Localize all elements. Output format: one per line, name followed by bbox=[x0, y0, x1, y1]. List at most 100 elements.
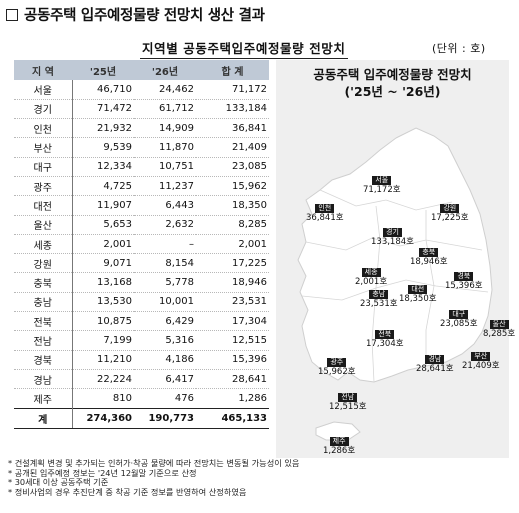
footnote-line: * 30세대 이상 공동주택 기준 bbox=[8, 477, 109, 488]
cell-2026: 5,316 bbox=[134, 330, 196, 351]
map-label-value: 8,285호 bbox=[483, 328, 516, 339]
map-label-name: 세종 bbox=[361, 268, 381, 277]
checkbox-square-icon bbox=[6, 8, 18, 21]
cell-region: 세종 bbox=[14, 234, 73, 255]
cell-2026: 61,712 bbox=[134, 99, 196, 120]
table-row: 인천 21,932 14,909 36,841 bbox=[14, 118, 269, 139]
footnote-line: * 정비사업의 경우 추진단계 중 착공 기준 정보를 반영하여 산정하였음 bbox=[8, 486, 247, 497]
cell-2026: 11,870 bbox=[134, 137, 196, 158]
cell-2025: 12,334 bbox=[72, 157, 134, 177]
cell-2026: 6,443 bbox=[134, 195, 196, 216]
korea-region-border-3 bbox=[301, 279, 489, 301]
cell-total: 1,286 bbox=[196, 388, 269, 409]
table-row: 서울 46,710 24,462 71,172 bbox=[14, 80, 269, 100]
map-label-daejeon: 대전 18,350호 bbox=[399, 285, 437, 304]
total-sum: 465,133 bbox=[196, 407, 269, 429]
korea-region-border-2 bbox=[305, 237, 483, 251]
cell-region: 전남 bbox=[14, 330, 73, 351]
cell-2026: 6,429 bbox=[134, 311, 196, 332]
table-row: 경기 71,472 61,712 133,184 bbox=[14, 99, 269, 120]
table-row: 울산 5,653 2,632 8,285 bbox=[14, 215, 269, 235]
header-total: 합 계 bbox=[196, 60, 269, 80]
cell-region: 서울 bbox=[14, 80, 73, 100]
korea-mainland-shape bbox=[297, 127, 493, 383]
map-label-name: 경남 bbox=[425, 355, 445, 364]
korea-region-border-4 bbox=[371, 205, 381, 383]
table-row: 강원 9,071 8,154 17,225 bbox=[14, 253, 269, 274]
map-label-name: 대전 bbox=[408, 285, 428, 294]
table-row: 충북 13,168 5,778 18,946 bbox=[14, 272, 269, 293]
map-label-gwangju: 광주 15,962호 bbox=[318, 358, 356, 377]
table-row: 광주 4,725 11,237 15,962 bbox=[14, 176, 269, 197]
map-label-gyeongbuk: 경북 15,396호 bbox=[445, 272, 483, 291]
table-row: 세종 2,001–2,001 bbox=[14, 234, 269, 255]
cell-2025: 9,539 bbox=[72, 137, 134, 158]
table-row: 제주 810 476 1,286 bbox=[14, 388, 269, 409]
map-label-name: 강원 bbox=[440, 204, 460, 213]
cell-region: 대전 bbox=[14, 195, 73, 216]
cell-2026: 5,778 bbox=[134, 272, 196, 293]
cell-2026: 2,632 bbox=[134, 215, 196, 235]
cell-2025: 22,224 bbox=[72, 369, 134, 390]
map-label-name: 충남 bbox=[369, 290, 389, 299]
map-label-name: 광주 bbox=[327, 358, 347, 367]
cell-2025: 13,168 bbox=[72, 272, 134, 293]
map-label-value: 133,184호 bbox=[371, 236, 414, 247]
cell-region: 부산 bbox=[14, 137, 73, 158]
table-row: 경북 11,210 4,186 15,396 bbox=[14, 350, 269, 370]
cell-total: 71,172 bbox=[196, 80, 269, 100]
map-label-jeonnam: 전남 12,515호 bbox=[329, 393, 367, 412]
cell-2026: 8,154 bbox=[134, 253, 196, 274]
map-label-chungbuk: 충북 18,946호 bbox=[410, 248, 448, 267]
cell-2026: 10,751 bbox=[134, 157, 196, 177]
korea-map bbox=[297, 127, 493, 441]
cell-2025: 46,710 bbox=[72, 80, 134, 100]
table-row: 충남 13,530 10,001 23,531 bbox=[14, 292, 269, 313]
map-label-value: 17,225호 bbox=[431, 212, 469, 223]
table-row: 전남 7,199 5,316 12,515 bbox=[14, 330, 269, 351]
cell-region: 대구 bbox=[14, 157, 73, 177]
map-label-seoul: 서울 71,172호 bbox=[363, 176, 401, 195]
map-label-name: 전북 bbox=[375, 330, 395, 339]
map-label-value: 15,396호 bbox=[445, 280, 483, 291]
jeju-island-shape bbox=[315, 421, 361, 441]
table-row: 대전 11,907 6,443 18,350 bbox=[14, 195, 269, 216]
korea-region-border-1 bbox=[319, 189, 453, 211]
table-total-row: 계 274,360 190,773 465,133 bbox=[14, 407, 269, 429]
total-label: 계 bbox=[14, 407, 73, 429]
map-title-line2: ('25년 ~ '26년) bbox=[344, 84, 441, 99]
cell-region: 강원 bbox=[14, 253, 73, 274]
cell-2026: 10,001 bbox=[134, 292, 196, 313]
table-row: 전북 10,875 6,429 17,304 bbox=[14, 311, 269, 332]
header-2026: '26년 bbox=[134, 60, 196, 80]
cell-2025: 7,199 bbox=[72, 330, 134, 351]
map-label-gangwon: 강원 17,225호 bbox=[431, 204, 469, 223]
map-label-value: 15,962호 bbox=[318, 366, 356, 377]
map-label-value: 18,350호 bbox=[399, 293, 437, 304]
table-row: 대구 12,334 10,751 23,085 bbox=[14, 157, 269, 177]
cell-total: 18,350 bbox=[196, 195, 269, 216]
map-label-value: 1,286호 bbox=[323, 445, 356, 456]
cell-total: 15,396 bbox=[196, 350, 269, 370]
cell-region: 인천 bbox=[14, 118, 73, 139]
map-title: 공동주택 입주예정물량 전망치 ('25년 ~ '26년) bbox=[276, 66, 509, 100]
cell-region: 경남 bbox=[14, 369, 73, 390]
map-label-name: 인천 bbox=[315, 204, 335, 213]
cell-total: 36,841 bbox=[196, 118, 269, 139]
cell-2026: 6,417 bbox=[134, 369, 196, 390]
cell-2025: 2,001 bbox=[72, 234, 134, 255]
total-2026: 190,773 bbox=[134, 407, 196, 429]
map-label-sejong: 세종 2,001호 bbox=[355, 268, 387, 287]
table-body: 서울 46,710 24,462 71,172 경기 71,472 61,712 133,18… bbox=[14, 80, 269, 429]
map-label-name: 충북 bbox=[419, 248, 439, 257]
header-2025: '25년 bbox=[72, 60, 134, 80]
map-label-value: 36,841호 bbox=[306, 212, 344, 223]
map-label-value: 21,409호 bbox=[462, 360, 500, 371]
cell-region: 제주 bbox=[14, 388, 73, 409]
map-label-name: 경기 bbox=[383, 228, 402, 237]
heading-text: 공동주택 입주예정물량 전망치 생산 결과 bbox=[24, 8, 265, 24]
cell-total: 23,085 bbox=[196, 157, 269, 177]
map-label-chungnam: 충남 23,531호 bbox=[360, 290, 398, 309]
map-label-name: 제주 bbox=[329, 437, 349, 446]
cell-2025: 71,472 bbox=[72, 99, 134, 120]
